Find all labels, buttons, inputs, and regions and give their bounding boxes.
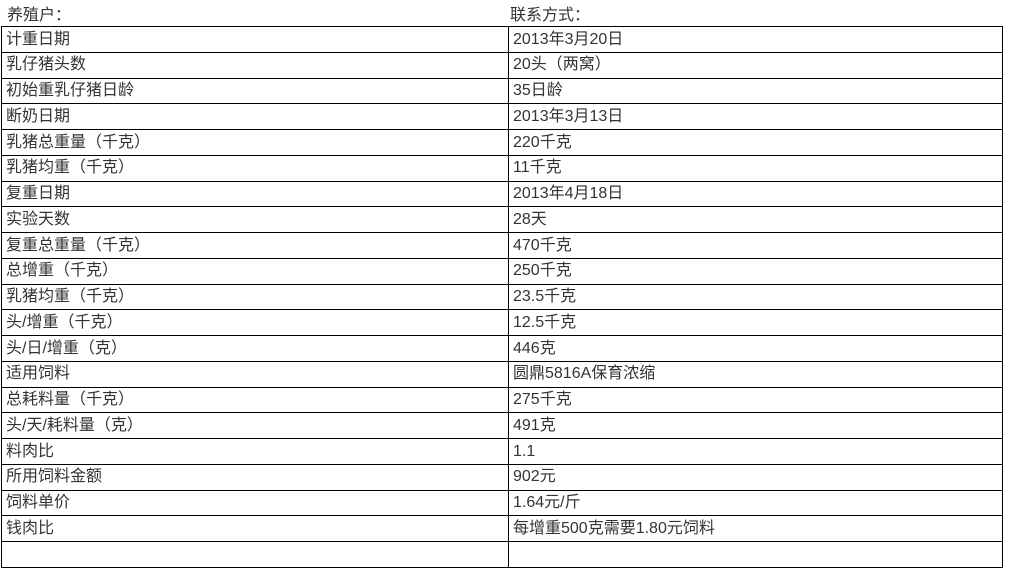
row-value-cell: 12.5千克 bbox=[508, 309, 1003, 336]
row-label-cell: 钱肉比 bbox=[1, 515, 509, 542]
row-value-cell: 275千克 bbox=[508, 386, 1003, 414]
table-row: 饲料单价 1.64元/斤 bbox=[1, 489, 1003, 517]
row-label-cell: 料肉比 bbox=[1, 438, 509, 465]
row-label-cell: 总耗料量（千克） bbox=[1, 386, 509, 414]
row-label-cell: 总增重（千克） bbox=[1, 257, 509, 285]
row-label-cell: 饲料单价 bbox=[1, 489, 509, 517]
table-row: 适用饲料 圆鼎5816A保育浓缩 bbox=[1, 360, 1003, 388]
row-label-cell: 头/日/增重（克） bbox=[1, 335, 509, 362]
row-value-cell: 470千克 bbox=[508, 232, 1003, 259]
page-header: 养殖户： 联系方式： bbox=[0, 0, 1018, 26]
row-label-cell: 所用饲料金额 bbox=[1, 463, 509, 491]
row-label-cell: 实验天数 bbox=[1, 206, 509, 233]
row-label-cell: 乳猪均重（千克） bbox=[1, 283, 509, 311]
row-value-cell: 每增重500克需要1.80元饲料 bbox=[508, 515, 1003, 542]
row-value-cell: 11千克 bbox=[508, 154, 1003, 182]
row-value-cell bbox=[508, 541, 1003, 568]
table-row: 乳猪均重（千克） 11千克 bbox=[1, 154, 1003, 182]
row-value-cell: 250千克 bbox=[508, 257, 1003, 285]
table-row: 断奶日期 2013年3月13日 bbox=[1, 103, 1003, 130]
table-row: 料肉比 1.1 bbox=[1, 438, 1003, 465]
row-value-cell: 28天 bbox=[508, 206, 1003, 233]
table-row: 复重日期 2013年4月18日 bbox=[1, 180, 1003, 208]
table-row: 计重日期 2013年3月20日 bbox=[1, 26, 1003, 53]
row-label-cell: 复重日期 bbox=[1, 180, 509, 208]
table-row: 头/日/增重（克） 446克 bbox=[1, 335, 1003, 362]
row-value-cell: 20头（两窝） bbox=[508, 51, 1003, 79]
row-value-cell: 2013年3月20日 bbox=[508, 26, 1003, 53]
row-label-cell: 计重日期 bbox=[1, 26, 509, 53]
row-value-cell: 491克 bbox=[508, 412, 1003, 439]
row-label-cell: 初始重乳仔猪日龄 bbox=[1, 77, 509, 105]
row-value-cell: 23.5千克 bbox=[508, 283, 1003, 311]
row-label-cell: 乳仔猪头数 bbox=[1, 51, 509, 79]
row-value-cell: 2013年3月13日 bbox=[508, 103, 1003, 130]
table-row: 所用饲料金额 902元 bbox=[1, 463, 1003, 491]
row-label-cell: 复重总重量（千克） bbox=[1, 232, 509, 259]
row-value-cell: 1.64元/斤 bbox=[508, 489, 1003, 517]
row-value-cell: 2013年4月18日 bbox=[508, 180, 1003, 208]
table-row: 头/天/耗料量（克） 491克 bbox=[1, 412, 1003, 439]
row-value-cell: 902元 bbox=[508, 463, 1003, 491]
table-row: 实验天数 28天 bbox=[1, 206, 1003, 233]
row-value-cell: 1.1 bbox=[508, 438, 1003, 465]
table-row-partial bbox=[1, 541, 1003, 568]
table-row: 初始重乳仔猪日龄 35日龄 bbox=[1, 77, 1003, 105]
row-label-cell: 适用饲料 bbox=[1, 360, 509, 388]
row-label-cell: 乳猪总重量（千克） bbox=[1, 129, 509, 156]
row-label-cell: 头/天/耗料量（克） bbox=[1, 412, 509, 439]
row-label-cell: 断奶日期 bbox=[1, 103, 509, 130]
row-label-cell: 乳猪均重（千克） bbox=[1, 154, 509, 182]
table-row: 乳仔猪头数 20头（两窝） bbox=[1, 51, 1003, 79]
contact-label: 联系方式： bbox=[510, 7, 591, 24]
table-body: 计重日期 2013年3月20日 乳仔猪头数 20头（两窝） 初始重乳仔猪日龄 35日龄 断奶… bbox=[1, 26, 1003, 568]
table-row: 头/增重（千克） 12.5千克 bbox=[1, 309, 1003, 336]
row-value-cell: 446克 bbox=[508, 335, 1003, 362]
row-value-cell: 圆鼎5816A保育浓缩 bbox=[508, 360, 1003, 388]
row-value-cell: 220千克 bbox=[508, 129, 1003, 156]
row-label-cell: 头/增重（千克） bbox=[1, 309, 509, 336]
table-row: 复重总重量（千克） 470千克 bbox=[1, 232, 1003, 259]
table-row: 乳猪均重（千克） 23.5千克 bbox=[1, 283, 1003, 311]
row-label-cell bbox=[1, 541, 509, 568]
feed-trial-table: 计重日期 2013年3月20日 乳仔猪头数 20头（两窝） 初始重乳仔猪日龄 35日龄 断奶… bbox=[1, 26, 1003, 568]
table-row: 总增重（千克） 250千克 bbox=[1, 257, 1003, 285]
table-row: 总耗料量（千克） 275千克 bbox=[1, 386, 1003, 414]
table-row: 乳猪总重量（千克） 220千克 bbox=[1, 129, 1003, 156]
farmer-label: 养殖户： bbox=[7, 7, 72, 24]
row-value-cell: 35日龄 bbox=[508, 77, 1003, 105]
table-row: 钱肉比 每增重500克需要1.80元饲料 bbox=[1, 515, 1003, 542]
